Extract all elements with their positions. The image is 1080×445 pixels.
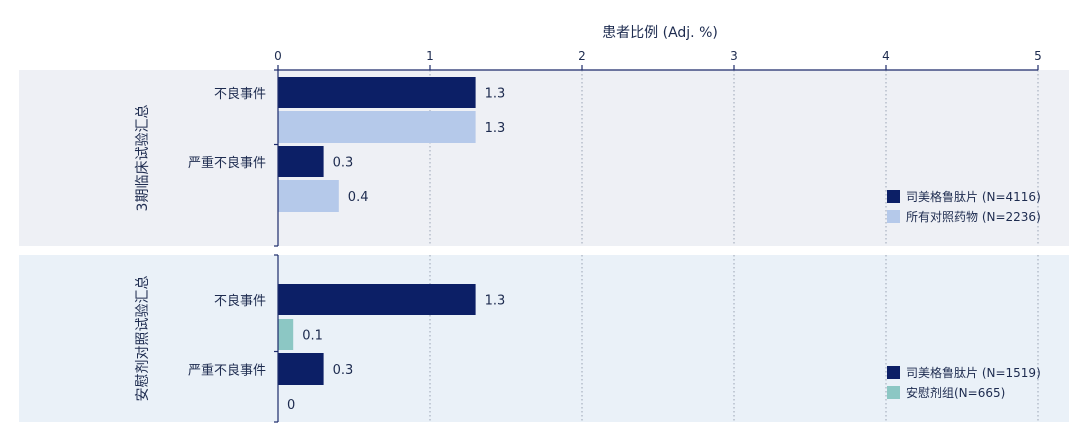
bar-value-label: 1.3: [485, 87, 506, 102]
bar-value-label: 0: [287, 398, 295, 413]
bar: [278, 180, 339, 212]
x-axis-title: 患者比例 (Adj. %): [602, 25, 718, 41]
bar: [278, 353, 324, 385]
bar-value-label: 0.3: [333, 156, 354, 171]
category-label: 不良事件: [214, 86, 266, 102]
x-tick-label: 3: [730, 49, 738, 63]
legend-swatch: [887, 386, 900, 399]
bar: [278, 111, 476, 143]
group-label: 3期临床试验汇总: [135, 105, 151, 212]
legend-label: 安慰剂组(N=665): [906, 385, 1005, 400]
category-label: 不良事件: [214, 293, 266, 309]
legend-swatch: [887, 210, 900, 223]
bar-value-label: 1.3: [485, 294, 506, 309]
x-tick-label: 1: [426, 49, 434, 63]
legend-label: 司美格鲁肽片 (N=4116): [906, 189, 1041, 204]
x-tick-label: 0: [274, 49, 282, 63]
legend-label: 司美格鲁肽片 (N=1519): [906, 365, 1041, 380]
category-label: 严重不良事件: [188, 155, 266, 171]
bar-value-label: 1.3: [485, 121, 506, 136]
bar: [278, 77, 476, 108]
bar: [278, 284, 476, 315]
x-tick-label: 2: [578, 49, 586, 63]
bar-value-label: 0.4: [348, 190, 369, 205]
legend-swatch: [887, 366, 900, 379]
bar: [278, 319, 294, 350]
bar-value-label: 0.1: [302, 329, 323, 344]
category-label: 严重不良事件: [188, 363, 266, 379]
x-tick-label: 4: [882, 49, 890, 63]
bar: [278, 146, 324, 177]
legend-label: 所有对照药物 (N=2236): [906, 210, 1041, 224]
x-tick-label: 5: [1034, 49, 1042, 63]
legend-swatch: [887, 190, 900, 203]
group-label: 安慰剂对照试验汇总: [134, 276, 151, 402]
bar-value-label: 0.3: [333, 363, 354, 378]
